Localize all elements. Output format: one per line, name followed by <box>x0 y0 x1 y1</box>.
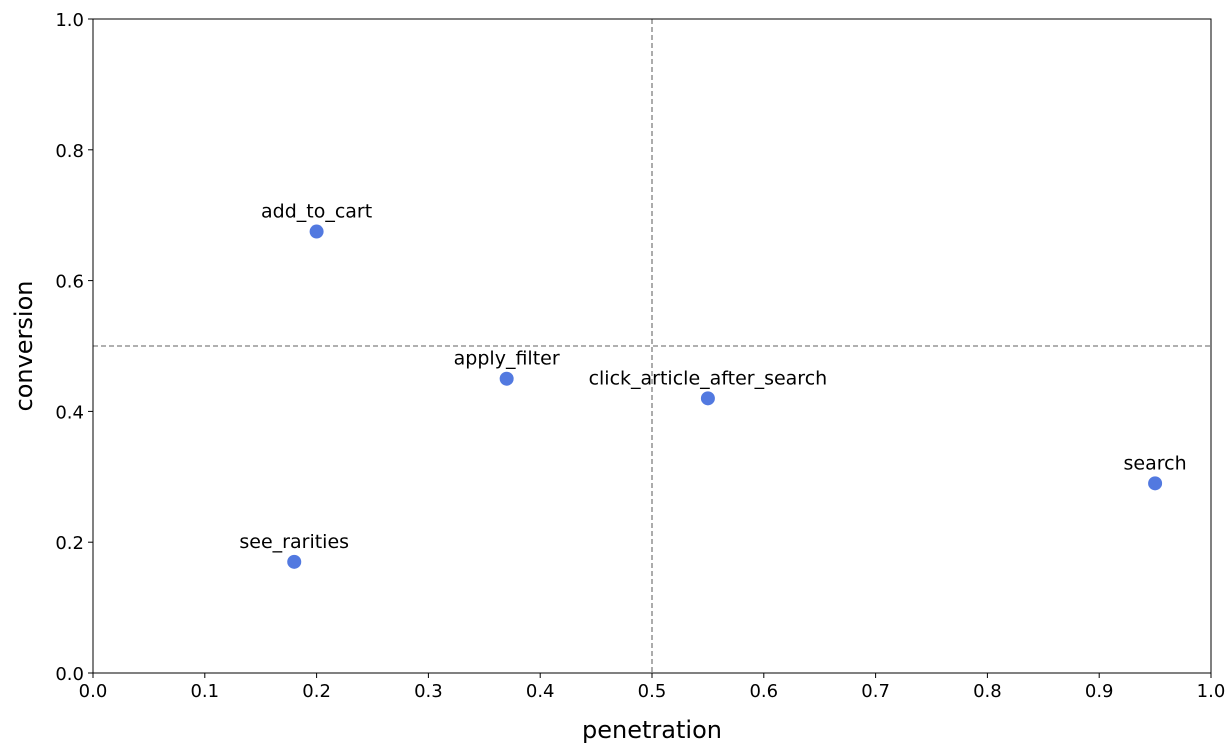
y-tick-label: 1.0 <box>55 10 84 31</box>
x-tick-label: 1.0 <box>1197 681 1226 702</box>
x-tick-label: 0.6 <box>749 681 778 702</box>
y-tick-label: 0.2 <box>55 533 84 554</box>
data-point <box>287 554 302 569</box>
data-point <box>309 224 324 239</box>
y-tick-label: 0.0 <box>55 664 84 685</box>
data-point <box>700 391 715 406</box>
data-point-label: click_article_after_search <box>589 367 828 389</box>
y-tick-label: 0.4 <box>55 402 84 423</box>
x-tick-label: 0.8 <box>973 681 1002 702</box>
x-tick-label: 0.1 <box>190 681 219 702</box>
y-tick-label: 0.8 <box>55 141 84 162</box>
y-axis-title: conversion <box>10 281 38 412</box>
x-tick-label: 0.9 <box>1085 681 1114 702</box>
data-point-label: see_rarities <box>239 531 349 553</box>
x-tick-label: 0.5 <box>638 681 667 702</box>
x-axis-ticks: 0.0 0.1 0.2 0.3 0.4 0.5 0.6 0.7 0.8 0.9 1.0 <box>79 673 1226 702</box>
x-axis-title: penetration <box>582 716 722 744</box>
y-tick-label: 0.6 <box>55 272 84 293</box>
x-tick-label: 0.4 <box>526 681 555 702</box>
data-points: add_to_cart apply_filter click_article_aft… <box>239 201 1187 569</box>
data-point-label: add_to_cart <box>261 201 372 223</box>
x-tick-label: 0.2 <box>302 681 331 702</box>
data-point <box>1148 476 1163 491</box>
data-point-label: apply_filter <box>454 348 560 370</box>
reference-lines <box>93 19 1211 673</box>
x-tick-label: 0.3 <box>414 681 443 702</box>
x-tick-label: 0.7 <box>861 681 890 702</box>
data-point-label: search <box>1124 452 1187 474</box>
y-axis-ticks: 0.0 0.2 0.4 0.6 0.8 1.0 <box>55 10 93 685</box>
data-point <box>499 371 514 386</box>
x-tick-label: 0.0 <box>79 681 108 702</box>
